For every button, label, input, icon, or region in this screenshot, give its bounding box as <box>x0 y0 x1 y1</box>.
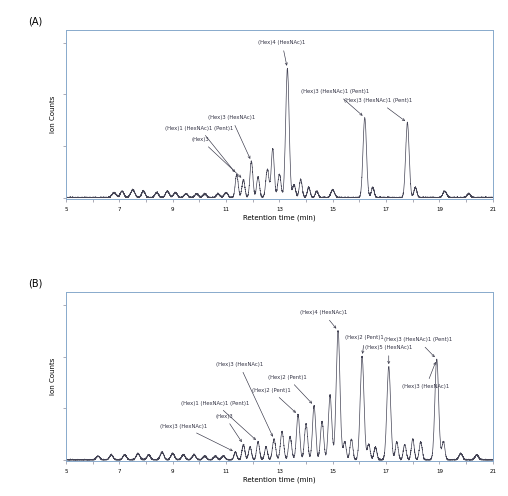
Text: (Hex)3 (HexNAc)1: (Hex)3 (HexNAc)1 <box>216 362 273 436</box>
Text: (Hex)4 (HexNAc)1: (Hex)4 (HexNAc)1 <box>259 40 306 65</box>
Text: (B): (B) <box>27 279 42 289</box>
X-axis label: Retention time (min): Retention time (min) <box>243 214 315 221</box>
Text: (Hex)3 (HexNAc)1: (Hex)3 (HexNAc)1 <box>402 363 450 389</box>
Text: (Hex)4 (HexNAc)1: (Hex)4 (HexNAc)1 <box>300 310 347 328</box>
Text: (Hex)3: (Hex)3 <box>216 414 241 441</box>
Text: (Hex)2 (Pent)1: (Hex)2 (Pent)1 <box>252 388 296 413</box>
Text: (Hex)2 (Pent)1: (Hex)2 (Pent)1 <box>345 335 384 353</box>
Text: (Hex)5 (HexNAc)1: (Hex)5 (HexNAc)1 <box>365 345 412 364</box>
Text: (Hex)3 (HexNAc)1: (Hex)3 (HexNAc)1 <box>208 115 255 158</box>
X-axis label: Retention time (min): Retention time (min) <box>243 477 315 483</box>
Y-axis label: Ion Counts: Ion Counts <box>50 358 55 395</box>
Text: (Hex)2 (Pent)1: (Hex)2 (Pent)1 <box>268 375 312 403</box>
Text: (Hex)1 (HexNAc)1 (Pent)1: (Hex)1 (HexNAc)1 (Pent)1 <box>181 401 256 439</box>
Text: (A): (A) <box>27 16 42 26</box>
Text: (Hex)3 (HexNAc)1 (Pent)1: (Hex)3 (HexNAc)1 (Pent)1 <box>301 89 369 115</box>
Y-axis label: Ion Counts: Ion Counts <box>50 96 55 133</box>
Text: (Hex)3 (HexNAc)1 (Pent)1: (Hex)3 (HexNAc)1 (Pent)1 <box>344 98 412 121</box>
Text: (Hex)1 (HexNAc)1 (Pent)1: (Hex)1 (HexNAc)1 (Pent)1 <box>165 125 235 172</box>
Text: (Hex)3 (HexNAc)1 (Pent)1: (Hex)3 (HexNAc)1 (Pent)1 <box>384 337 452 357</box>
Text: (Hex)3: (Hex)3 <box>192 137 241 177</box>
Text: (Hex)3 (HexNAc)1: (Hex)3 (HexNAc)1 <box>160 424 232 451</box>
